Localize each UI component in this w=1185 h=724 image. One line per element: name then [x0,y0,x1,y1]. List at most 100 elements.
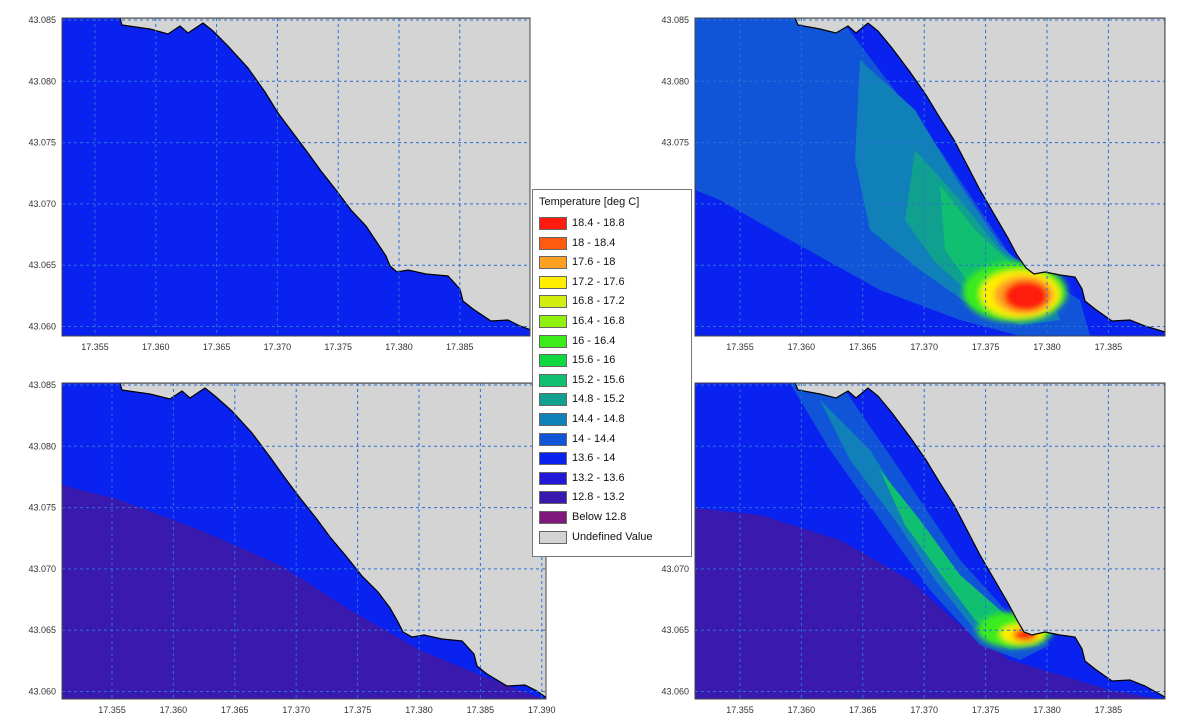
legend-label: 13.2 - 13.6 [572,471,625,484]
y-tick-label: 43.070 [28,199,56,209]
y-tick-label: 43.080 [28,441,56,451]
grid-lines [62,18,530,336]
y-tick-label: 43.075 [28,138,56,148]
y-tick-label: 43.065 [28,260,56,270]
x-tick-label: 17.375 [344,705,372,715]
x-tick-label: 17.375 [972,705,1000,715]
grid-lines [695,18,1165,336]
x-tick-label: 17.385 [1095,705,1123,715]
x-tick-label: 17.380 [405,705,433,715]
x-tick-label: 17.385 [467,705,495,715]
temp-zone-14.4-14.8 [820,400,1040,650]
y-tick-label: 43.070 [661,564,689,574]
legend-label: Below 12.8 [572,511,627,523]
y-tick-label: 43.080 [661,76,689,86]
land-area [119,383,546,699]
legend-swatch [539,530,567,544]
legend-swatch [539,511,567,524]
legend-label: 18 - 18.4 [572,236,616,249]
map-panel-bottom-left [61,382,547,700]
x-tick-label: 17.380 [1033,705,1061,715]
legend-label: 17.2 - 17.6 [572,275,625,288]
legend-swatch [539,432,567,446]
axis-tick-labels: 17.355 17.360 17.365 17.370 17.375 17.380 17.3… [28,15,1122,715]
x-tick-label: 17.365 [849,342,877,352]
x-tick-label: 17.375 [972,342,1000,352]
y-tick-label: 43.085 [661,15,689,25]
land-area [794,383,1165,698]
x-tick-label: 17.355 [726,342,754,352]
x-tick-label: 17.390 [528,705,556,715]
x-tick-label: 17.380 [1033,342,1061,352]
x-tick-label: 17.370 [264,342,292,352]
x-tick-label: 17.370 [282,705,310,715]
x-tick-label: 17.375 [324,342,352,352]
y-tick-label: 43.060 [28,322,56,332]
map-panel-bottom-right [694,382,1166,700]
y-tick-label: 43.075 [661,138,689,148]
y-tick-label: 43.060 [661,687,689,697]
legend-swatch [539,373,567,387]
map-panel-top-right [694,17,1166,337]
x-tick-label: 17.355 [726,705,754,715]
land-area [794,18,1165,333]
legend-swatch [539,393,567,407]
legend-label: 16.8 - 17.2 [572,295,625,308]
x-tick-label: 17.355 [81,342,109,352]
temperature-legend: Temperature [deg C] 18.4 - 18.8 18 - 18.4… [532,189,692,557]
x-tick-label: 17.370 [910,342,938,352]
legend-swatch [539,275,567,289]
y-tick-label: 43.085 [28,380,56,390]
legend-swatch [539,217,567,230]
x-tick-label: 17.360 [160,705,188,715]
legend-label: 14 - 14.4 [572,432,616,445]
y-tick-label: 43.060 [28,687,56,697]
temp-zone-12.8-13.2 [695,508,1160,699]
legend-label: 18.4 - 18.8 [572,217,625,229]
legend-swatch [539,413,567,426]
x-tick-label: 17.360 [788,342,816,352]
y-tick-label: 43.085 [28,15,56,25]
x-tick-label: 17.370 [910,705,938,715]
legend-label: 15.2 - 15.6 [572,373,625,386]
x-tick-label: 17.380 [385,342,413,352]
x-tick-label: 17.385 [1095,342,1123,352]
legend-swatch [539,236,567,250]
y-tick-label: 43.065 [28,625,56,635]
legend-label: 13.6 - 14 [572,452,616,465]
legend-swatch [539,491,567,505]
legend-swatch [539,452,567,466]
legend-label: 14.4 - 14.8 [572,413,625,425]
legend-label: 17.6 - 18 [572,256,616,269]
legend-swatch [539,471,567,485]
warm-plume [963,262,1067,322]
legend-label: Undefined Value [572,530,653,543]
legend-swatch [539,295,567,309]
panel-frame [694,382,1166,700]
legend-swatch [539,354,567,368]
legend-label: 15.6 - 16 [572,354,616,367]
panel-frame [61,17,531,337]
map-panel-top-left [61,17,531,337]
y-tick-label: 43.065 [661,625,689,635]
legend-title: Temperature [deg C] [539,196,640,208]
x-tick-label: 17.365 [221,705,249,715]
x-tick-label: 17.355 [98,705,126,715]
x-tick-label: 17.385 [446,342,474,352]
grid-lines [695,383,1165,699]
x-tick-label: 17.360 [788,705,816,715]
x-tick-label: 17.365 [849,705,877,715]
legend-label: 16 - 16.4 [572,334,616,347]
legend-label: 16.4 - 16.8 [572,315,625,327]
grid-lines [62,383,546,699]
panel-frame [694,17,1166,337]
legend-label: 14.8 - 15.2 [572,393,625,406]
land-area [119,18,530,331]
legend-swatch [539,334,567,348]
temp-zone-12.8-13.2 [62,485,544,699]
legend-swatch [539,256,567,270]
y-tick-label: 43.070 [28,564,56,574]
x-tick-label: 17.365 [203,342,231,352]
legend-label: 12.8 - 13.2 [572,491,625,504]
